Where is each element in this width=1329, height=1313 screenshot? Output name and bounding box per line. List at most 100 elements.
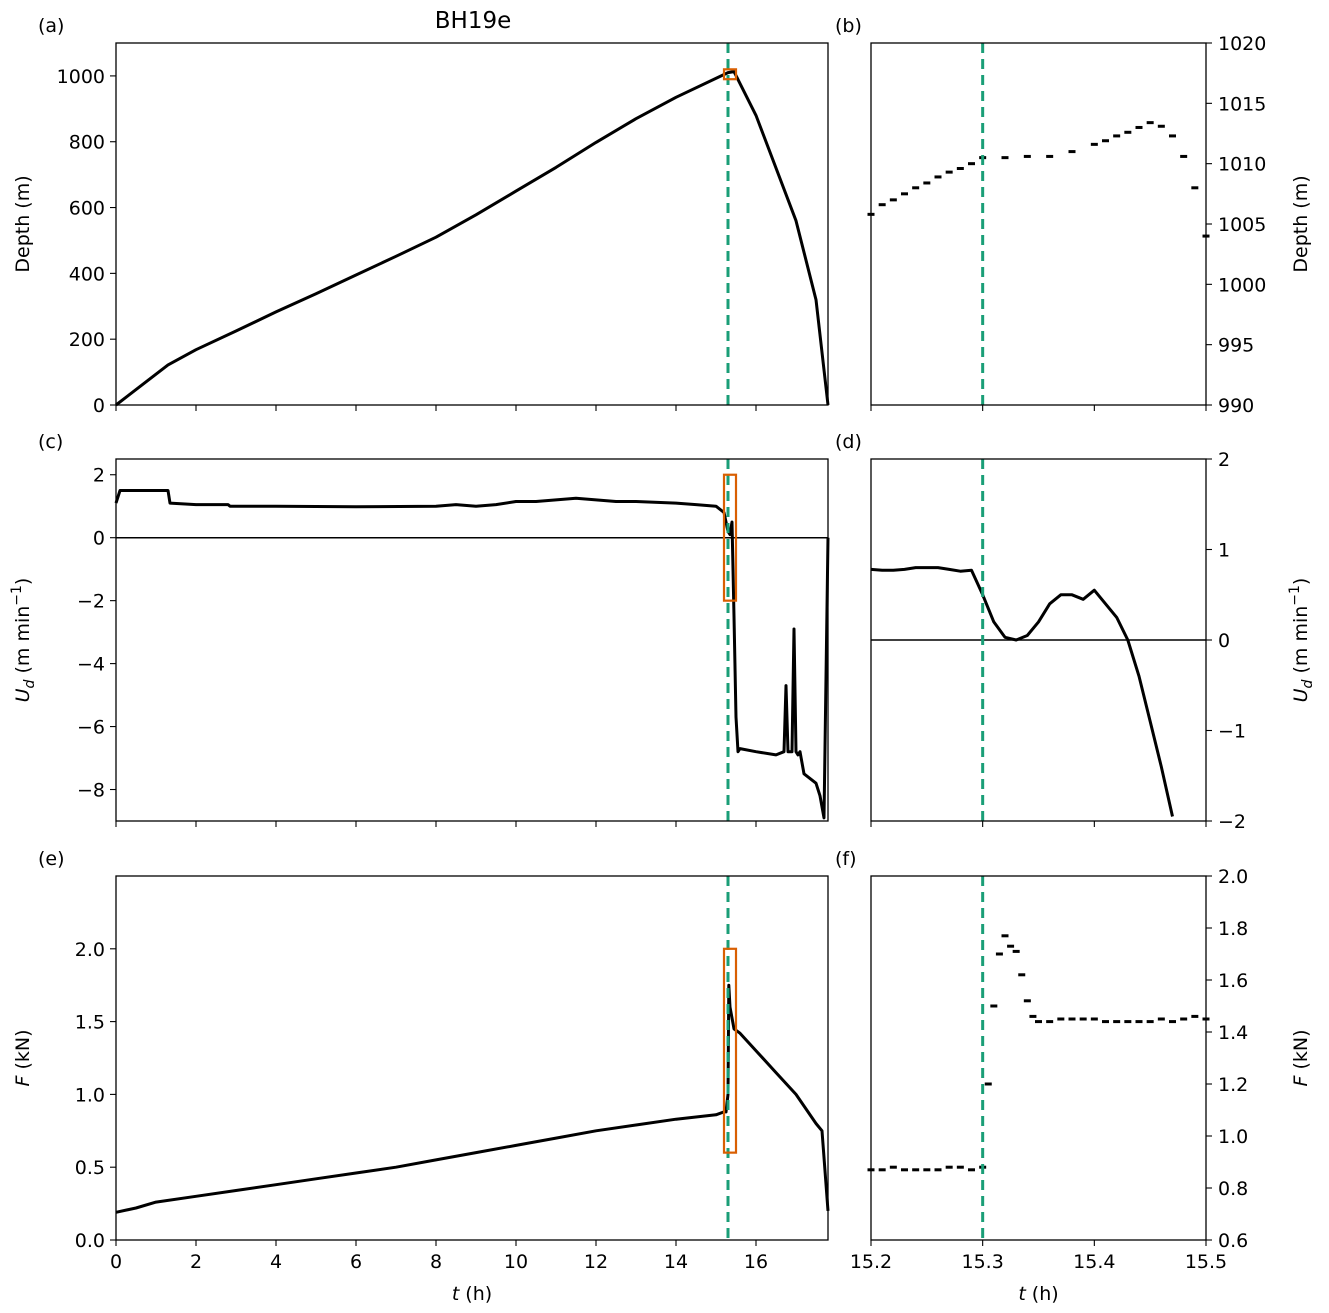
zoom-highlight-box <box>722 473 738 602</box>
data-point <box>1146 1020 1154 1024</box>
zoom-highlight-box <box>722 947 738 1154</box>
y-tick-label: 990 <box>1218 395 1254 417</box>
panel-a: (a) 0 200 400 600 800 1000 Depth (m) <box>12 15 830 417</box>
y-tick-label: 0.5 <box>75 1157 105 1179</box>
data-point <box>878 1168 886 1172</box>
data-point <box>1113 134 1121 138</box>
y-tick-label: 2 <box>93 465 105 487</box>
data-point <box>1157 1017 1165 1021</box>
data-point <box>923 181 931 185</box>
data-point <box>945 1165 953 1169</box>
data-point <box>1102 139 1109 143</box>
data-point <box>1090 142 1098 146</box>
x-tick-label: 4 <box>270 1251 282 1273</box>
y-tick-label: 1.6 <box>1218 970 1248 992</box>
x-tick-label: 12 <box>584 1251 608 1273</box>
data-point <box>1068 150 1076 154</box>
data-point <box>912 1168 920 1172</box>
data-point <box>1135 125 1143 129</box>
x-tick-label: 16 <box>744 1251 768 1273</box>
data-point <box>1023 999 1031 1003</box>
data-point <box>1180 1017 1188 1021</box>
y-tick-label: 0.8 <box>1218 1178 1248 1200</box>
y-tick-label: 1.4 <box>1218 1022 1248 1044</box>
x-tick-label: 15.5 <box>1185 1251 1227 1273</box>
data-point <box>1007 944 1015 948</box>
x-tick-label: 6 <box>350 1251 362 1273</box>
data-point <box>1090 1017 1098 1021</box>
data-point <box>1035 1020 1042 1024</box>
y-tick-label: 200 <box>69 329 105 351</box>
plot-frame <box>870 875 1207 1241</box>
y-tick-label: −6 <box>77 717 105 739</box>
panel-f: (f) 15.2 15.3 15.4 15.50.6 0.8 1.0 1.2 1.4 1.6 1.8… <box>835 848 1312 1305</box>
data-line <box>870 566 1174 817</box>
panel-label: (a) <box>38 15 64 37</box>
data-point <box>912 186 920 190</box>
panel-label: (e) <box>38 848 65 870</box>
panel-d: (d) −2 −1 0 1 2 Ud (m min−1) <box>835 431 1316 833</box>
y-tick-label: 1.2 <box>1218 1074 1248 1096</box>
y-tick-label: 600 <box>69 198 105 220</box>
y-tick-label: 2.0 <box>75 939 105 961</box>
x-tick-label: 10 <box>504 1251 528 1273</box>
panel-label: (b) <box>835 15 862 37</box>
plot-frame <box>115 458 829 822</box>
panel-e: (e) 0 2 4 6 8 10 12 14 16 0.0 0.5 1.0 1.5 2.0 F (kN) t (… <box>12 848 830 1305</box>
data-point <box>1124 1020 1132 1024</box>
y-tick-label: 2.0 <box>1218 866 1248 888</box>
y-tick-label: 1000 <box>1218 274 1266 296</box>
y-tick-label: 1010 <box>1218 154 1266 176</box>
y-axis-label: Depth (m) <box>1290 175 1312 272</box>
data-point <box>1023 154 1031 158</box>
y-tick-label: 1005 <box>1218 214 1266 236</box>
plot-frame <box>115 875 829 1241</box>
x-axis-label: t (h) <box>452 1283 492 1305</box>
data-point <box>934 1168 942 1172</box>
data-point <box>1169 134 1176 138</box>
data-point <box>1001 156 1009 160</box>
panel-b: (b) 990 995 1000 1005 1010 1015 1020 Depth (m) <box>835 15 1312 417</box>
plot-frame <box>115 42 829 406</box>
data-point <box>956 166 964 170</box>
panel-label: (d) <box>835 431 862 453</box>
data-point <box>968 1168 975 1172</box>
zoom-highlight-box <box>722 68 738 81</box>
data-point <box>1001 934 1009 938</box>
y-tick-label: 0.6 <box>1218 1230 1248 1252</box>
x-tick-label: 15.4 <box>1073 1251 1115 1273</box>
y-tick-label: −2 <box>77 591 105 613</box>
data-point <box>1079 1017 1087 1021</box>
y-tick-label: 800 <box>69 132 105 154</box>
data-point <box>889 1165 897 1169</box>
data-line <box>115 70 830 407</box>
y-axis-label: F (kN) <box>1290 1029 1312 1086</box>
y-axis-label: Ud (m min−1) <box>9 578 38 703</box>
data-point <box>901 192 908 196</box>
data-point <box>1169 1020 1176 1024</box>
y-axis-label: F (kN) <box>12 1029 34 1086</box>
y-tick-label: −4 <box>77 654 105 676</box>
panel-label: (c) <box>38 431 63 453</box>
data-point <box>990 1004 998 1008</box>
panel-label: (f) <box>835 848 857 870</box>
x-tick-label: 8 <box>430 1251 442 1273</box>
y-tick-label: 1.5 <box>75 1012 105 1034</box>
data-point <box>878 203 886 207</box>
x-tick-label: 2 <box>190 1251 202 1273</box>
y-tick-label: 0.0 <box>75 1230 105 1252</box>
data-point <box>968 162 975 166</box>
y-tick-label: 1.0 <box>1218 1126 1248 1148</box>
data-line <box>114 489 830 820</box>
data-point <box>1018 973 1026 977</box>
data-point <box>923 1168 931 1172</box>
data-point <box>956 1165 964 1169</box>
y-axis-label: Ud (m min−1) <box>1287 578 1316 703</box>
y-tick-label: 1 <box>1218 540 1230 562</box>
plot-frame <box>870 42 1207 406</box>
y-tick-label: −8 <box>77 780 105 802</box>
y-axis-label: Depth (m) <box>12 175 34 272</box>
data-point <box>1029 1014 1037 1018</box>
y-tick-label: 1015 <box>1218 93 1266 115</box>
